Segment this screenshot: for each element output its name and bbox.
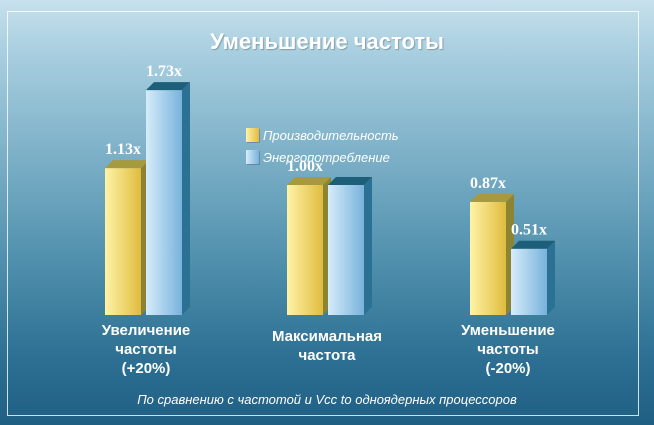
value-label-performance-1: 1.00x — [287, 158, 323, 175]
bar-top-face — [470, 193, 514, 202]
value-label-performance-2: 0.87x — [470, 175, 506, 192]
bar-top-face — [328, 177, 372, 185]
bar-front-face — [470, 201, 506, 315]
bar-power-0 — [146, 82, 190, 315]
legend-swatch-power — [246, 150, 259, 164]
bar-front-face — [328, 185, 364, 315]
legend-label-power: Энергопотребление — [263, 149, 390, 165]
bar-front-face — [146, 90, 182, 315]
bar-performance-0 — [105, 160, 149, 315]
category-label-line: Увеличение — [101, 322, 191, 339]
category-label-line: Максимальная — [271, 328, 383, 345]
category-label-increase: Увеличение частоты (+20%) — [66, 321, 226, 378]
chart-title: Уменьшение частоты — [210, 29, 444, 54]
bar-performance-2 — [470, 193, 514, 315]
bar-side-face — [547, 240, 555, 315]
legend-item-performance: Производительность — [246, 124, 399, 146]
bar-front-face — [511, 248, 547, 315]
category-label-line: частоты — [477, 341, 539, 358]
category-label-line: Уменьшение — [461, 322, 555, 339]
legend: Производительность Энергопотребление — [246, 124, 399, 168]
bar-front-face — [287, 185, 323, 315]
bar-power-2 — [511, 240, 555, 315]
category-label-line: частоты — [115, 341, 177, 358]
bar-top-face — [511, 240, 555, 249]
footnote: По сравнению с частотой и Vcc to однояде… — [137, 392, 517, 407]
value-label-power-0: 1.73x — [146, 63, 182, 80]
value-label-power-2: 0.51x — [511, 222, 547, 239]
category-label-line: частота — [298, 347, 356, 364]
bar-top-face — [146, 82, 190, 91]
category-label-max: Максимальная частота — [247, 327, 407, 365]
bar-top-face — [105, 160, 149, 169]
category-label-line: (-20%) — [485, 360, 531, 377]
legend-label-performance: Производительность — [263, 127, 399, 143]
slide-frame — [7, 11, 639, 416]
legend-swatch-performance — [246, 128, 259, 142]
category-label-line: (+20%) — [121, 360, 171, 377]
bar-top-face — [287, 177, 331, 185]
legend-item-power: Энергопотребление — [246, 146, 399, 168]
bar-performance-1 — [287, 177, 331, 315]
bar-front-face — [105, 168, 141, 315]
value-label-performance-0: 1.13x — [105, 141, 141, 158]
bar-side-face — [182, 82, 190, 315]
bar-side-face — [364, 177, 372, 315]
bar-power-1 — [328, 177, 372, 315]
category-label-decrease: Уменьшение частоты (-20%) — [428, 321, 588, 378]
